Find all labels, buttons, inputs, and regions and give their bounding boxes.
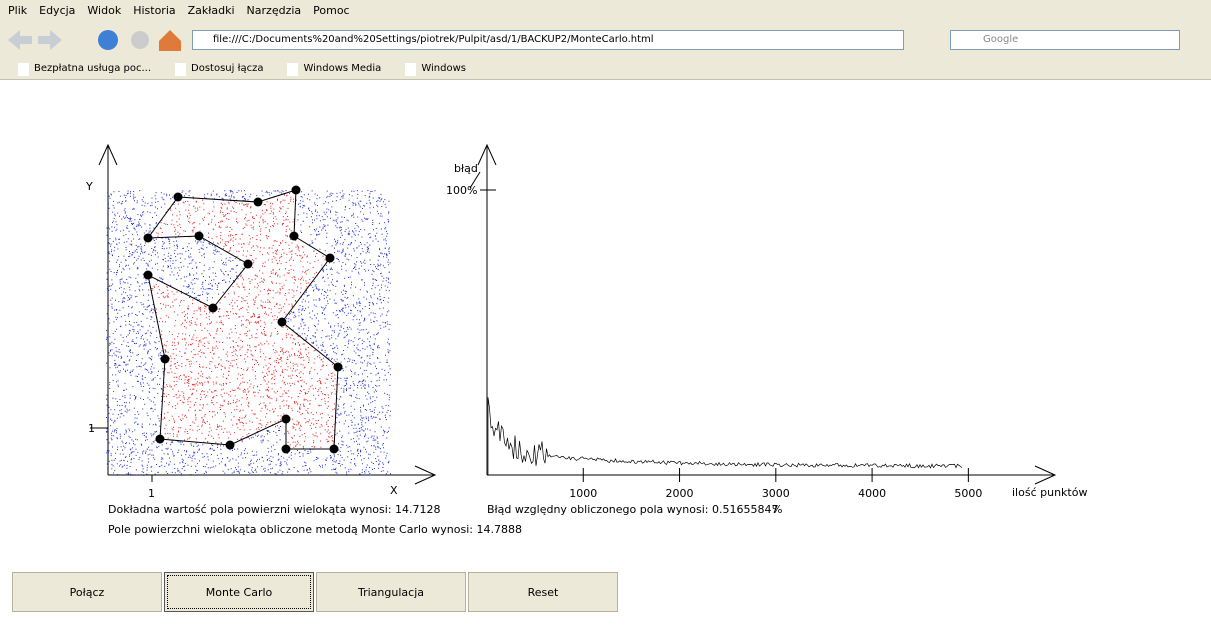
plots: Y X 1 1 błąd 100% ilość punktów Dokładna… bbox=[0, 80, 1211, 640]
x-axis-label: X bbox=[390, 484, 398, 497]
y-tick-label: 1 bbox=[88, 422, 95, 435]
x-tick-label: 3000 bbox=[762, 487, 790, 500]
x-tick-label: 4000 bbox=[858, 487, 886, 500]
root: Plik Edycja Widok Historia Zakładki Narzędzia… bbox=[0, 0, 1211, 615]
vertex bbox=[292, 186, 301, 195]
vertex bbox=[334, 363, 343, 372]
result-error-unit: % bbox=[772, 503, 782, 516]
button[interactable]: Reset bbox=[468, 572, 618, 612]
x-tick-label: 2000 bbox=[666, 487, 694, 500]
x-tick-label: 5000 bbox=[954, 487, 982, 500]
bookmark[interactable]: Windows bbox=[395, 58, 466, 80]
y-axis-label: Y bbox=[85, 180, 93, 193]
points-inside bbox=[150, 192, 339, 450]
x-axis-label: ilość punktów bbox=[1012, 486, 1087, 499]
bookmark[interactable]: Windows Media bbox=[277, 58, 381, 80]
menu-item[interactable]: Plik bbox=[8, 0, 27, 22]
menu-item[interactable]: Zakładki bbox=[188, 0, 235, 22]
vertex bbox=[326, 254, 335, 263]
nav-toolbar: file:///C:/Documents%20and%20Settings/pi… bbox=[0, 22, 1211, 58]
vertex bbox=[330, 445, 339, 454]
bookmarks-bar: Bezpłatna usługa poc... Dostosuj łącza Win… bbox=[0, 58, 1211, 80]
x-tick-label: 1 bbox=[148, 487, 155, 500]
page: {"browser":{"menu":["Plik","Edycja","Wid… bbox=[0, 0, 1211, 615]
result-error: Błąd względny obliczonego pola wynosi: 0… bbox=[487, 503, 778, 516]
vertex bbox=[174, 193, 183, 202]
vertex bbox=[290, 232, 299, 241]
menu-bar: Plik Edycja Widok Historia Zakładki Narzędzia… bbox=[0, 0, 1211, 22]
vertex bbox=[282, 415, 291, 424]
menu-item[interactable]: Edycja bbox=[39, 0, 75, 22]
nav-buttons[interactable] bbox=[4, 22, 194, 58]
vertex bbox=[254, 198, 263, 207]
url-bar[interactable]: file:///C:/Documents%20and%20Settings/pi… bbox=[192, 30, 904, 50]
vertex bbox=[278, 318, 287, 327]
x-tick-label: 1000 bbox=[569, 487, 597, 500]
vertex bbox=[161, 355, 170, 364]
vertex bbox=[144, 234, 153, 243]
y-axis-label: błąd bbox=[454, 162, 478, 175]
button[interactable]: Monte Carlo bbox=[164, 572, 314, 612]
button[interactable]: Połącz bbox=[12, 572, 162, 612]
result-exact: Dokładna wartość pola powierzni wielokąt… bbox=[108, 503, 441, 516]
bookmark[interactable]: Dostosuj łącza bbox=[165, 58, 263, 80]
vertex bbox=[195, 232, 204, 241]
vertex bbox=[244, 260, 253, 269]
bookmark[interactable]: Bezpłatna usługa poc... bbox=[8, 58, 151, 80]
result-monte-carlo: Pole powierzchni wielokąta obliczone met… bbox=[108, 523, 522, 536]
vertex bbox=[209, 304, 218, 313]
search-bar[interactable]: Google bbox=[950, 30, 1180, 50]
menu-item[interactable]: Pomoc bbox=[313, 0, 349, 22]
vertex bbox=[226, 441, 235, 450]
menu-item[interactable]: Narzędzia bbox=[247, 0, 302, 22]
y-tick-label: 100% bbox=[446, 184, 477, 197]
menu-item[interactable]: Widok bbox=[87, 0, 121, 22]
error-curve bbox=[488, 397, 962, 475]
vertex bbox=[156, 435, 165, 444]
vertex bbox=[282, 445, 291, 454]
menu-item[interactable]: Historia bbox=[133, 0, 175, 22]
button[interactable]: Triangulacja bbox=[316, 572, 466, 612]
vertex bbox=[144, 271, 153, 280]
